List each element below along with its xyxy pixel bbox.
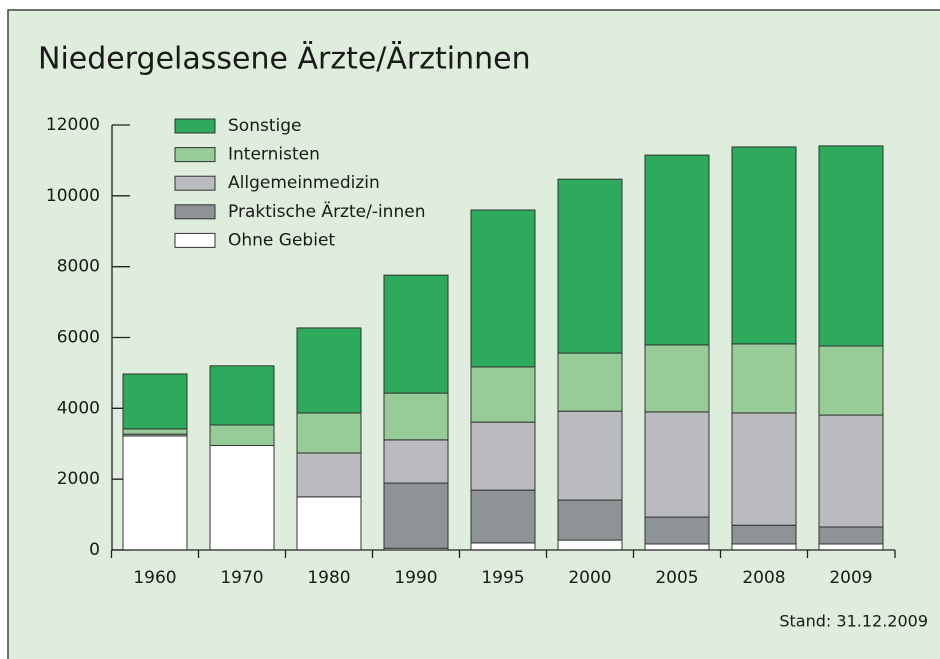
bar-segment bbox=[209, 365, 275, 426]
bar-segment bbox=[644, 411, 710, 518]
y-tick-label: 6000 bbox=[57, 328, 100, 348]
bar-segment bbox=[470, 489, 536, 544]
legend-swatch bbox=[174, 232, 216, 248]
bar-segment bbox=[209, 424, 275, 447]
bar-segment bbox=[470, 209, 536, 368]
legend-swatch bbox=[174, 175, 216, 191]
bar-segment bbox=[557, 499, 623, 541]
x-tick-label: 1995 bbox=[481, 568, 524, 588]
legend-label: Sonstige bbox=[228, 116, 301, 136]
y-tick-label: 0 bbox=[89, 540, 100, 560]
x-tick-label: 1960 bbox=[133, 568, 176, 588]
chart-title: Niedergelassene Ärzte/Ärztinnen bbox=[38, 41, 531, 77]
x-tick-label: 1970 bbox=[220, 568, 263, 588]
bar-segment bbox=[818, 414, 884, 528]
x-tick-label: 2008 bbox=[742, 568, 785, 588]
y-tick-label: 8000 bbox=[57, 257, 100, 277]
bar-segment bbox=[383, 482, 449, 549]
bar-segment bbox=[296, 327, 362, 414]
legend-label: Praktische Ärzte/-innen bbox=[228, 201, 425, 222]
bar-segment bbox=[557, 539, 623, 551]
legend-label: Internisten bbox=[228, 145, 320, 165]
x-tick-label: 2005 bbox=[655, 568, 698, 588]
bar-segment bbox=[122, 428, 188, 435]
bar-segment bbox=[644, 543, 710, 551]
y-tick-label: 2000 bbox=[57, 469, 100, 489]
bar-segment bbox=[731, 524, 797, 545]
annotation: Stand: 31.12.2009 bbox=[779, 612, 928, 631]
y-tick-label: 12000 bbox=[46, 115, 100, 135]
legend-swatch bbox=[174, 118, 216, 134]
bar-segment bbox=[644, 344, 710, 413]
bar-segment bbox=[818, 543, 884, 551]
x-tick-label: 2000 bbox=[568, 568, 611, 588]
bar-segment bbox=[731, 412, 797, 526]
bar-segment bbox=[470, 366, 536, 423]
bar-segment bbox=[470, 542, 536, 551]
bar-segment bbox=[731, 543, 797, 551]
bar-segment bbox=[731, 343, 797, 414]
legend-swatch bbox=[174, 147, 216, 163]
legend-label: Allgemeinmedizin bbox=[228, 173, 380, 193]
bar-segment bbox=[296, 452, 362, 498]
bar-segment bbox=[731, 146, 797, 345]
x-tick-label: 2009 bbox=[829, 568, 872, 588]
bar-segment bbox=[557, 352, 623, 412]
bar-segment bbox=[557, 178, 623, 354]
bar-segment bbox=[818, 145, 884, 347]
bar-segment bbox=[209, 445, 275, 551]
legend-swatch bbox=[174, 204, 216, 220]
bar-segment bbox=[557, 410, 623, 501]
bar-segment bbox=[122, 373, 188, 430]
bar-segment bbox=[296, 496, 362, 551]
bar-segment bbox=[122, 435, 188, 551]
bar-segment bbox=[383, 439, 449, 484]
bar-segment bbox=[296, 412, 362, 454]
bar-segment bbox=[383, 392, 449, 441]
y-tick-label: 10000 bbox=[46, 186, 100, 206]
y-tick-label: 4000 bbox=[57, 398, 100, 418]
bar-segment bbox=[818, 345, 884, 416]
x-tick-label: 1980 bbox=[307, 568, 350, 588]
bar-segment bbox=[818, 526, 884, 545]
legend-label: Ohne Gebiet bbox=[228, 230, 335, 250]
bar-segment bbox=[644, 154, 710, 346]
bar-segment bbox=[383, 274, 449, 394]
bar-segment bbox=[644, 516, 710, 545]
bar-segment bbox=[470, 421, 536, 491]
x-tick-label: 1990 bbox=[394, 568, 437, 588]
